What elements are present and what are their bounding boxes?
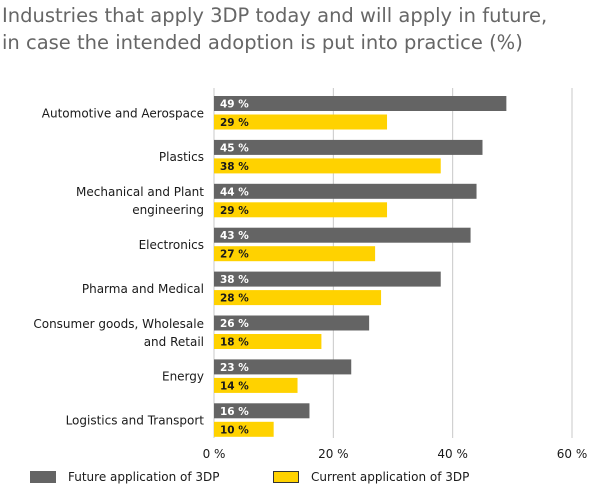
category-label-0: Automotive and Aerospace <box>42 106 204 120</box>
bar-current-2 <box>214 202 388 218</box>
x-tick-label-60: 60 % <box>557 447 588 461</box>
bar-current-6 <box>214 377 298 393</box>
bar-future-1 <box>214 139 483 155</box>
data-label-future-6: 23 % <box>220 362 249 374</box>
data-label-future-0: 49 % <box>220 99 249 111</box>
data-label-current-6: 14 % <box>220 380 249 392</box>
legend-item-current: Current application of 3DP <box>273 470 469 484</box>
category-label-7: Logistics and Transport <box>66 414 205 428</box>
data-label-current-3: 27 % <box>220 249 249 261</box>
data-label-current-5: 18 % <box>220 337 249 349</box>
data-label-future-2: 44 % <box>220 186 249 198</box>
bar-current-4 <box>214 290 382 306</box>
category-label-1: Plastics <box>159 150 204 164</box>
data-label-current-1: 38 % <box>220 161 249 173</box>
bar-future-0 <box>214 96 507 111</box>
data-label-future-4: 38 % <box>220 274 249 286</box>
bar-chart: 49 % 29 % Automotive and Aerospace 45 % 38 %… <box>33 88 588 461</box>
x-tick-label-0: 0 % <box>203 447 226 461</box>
bar-current-7 <box>214 421 274 437</box>
category-label-3: Electronics <box>139 238 204 252</box>
legend-swatch-current <box>273 471 299 483</box>
chart-title: Industries that apply 3DP today and will… <box>2 2 598 56</box>
data-label-current-7: 10 % <box>220 424 249 436</box>
category-label-2-line-1: engineering <box>132 203 204 217</box>
data-label-future-3: 43 % <box>220 230 249 242</box>
bar-future-5 <box>214 315 370 331</box>
bar-current-5 <box>214 334 322 349</box>
category-label-5-line-1: and Retail <box>144 335 204 349</box>
category-label-6: Energy <box>162 370 204 384</box>
bar-future-4 <box>214 271 441 287</box>
bar-future-6 <box>214 359 352 375</box>
x-tick-label-40: 40 % <box>437 447 468 461</box>
legend-item-future: Future application of 3DP <box>30 470 220 484</box>
chart-legend: Future application of 3DP Current applic… <box>0 470 600 492</box>
category-label-5-line-0: Consumer goods, Wholesale <box>33 317 204 331</box>
bar-future-2 <box>214 183 477 199</box>
bar-future-7 <box>214 403 310 419</box>
bar-current-3 <box>214 246 376 262</box>
category-label-2-line-0: Mechanical and Plant <box>76 185 204 199</box>
data-label-future-7: 16 % <box>220 406 249 418</box>
data-label-current-4: 28 % <box>220 293 249 305</box>
bar-future-3 <box>214 227 471 243</box>
chart-title-line-1: Industries that apply 3DP today and will… <box>2 4 548 27</box>
legend-label-current: Current application of 3DP <box>311 470 470 484</box>
legend-swatch-future <box>30 471 56 483</box>
chart-title-line-2: in case the intended adoption is put int… <box>2 31 523 54</box>
x-tick-label-20: 20 % <box>318 447 349 461</box>
data-label-future-1: 45 % <box>220 142 249 154</box>
legend-label-future: Future application of 3DP <box>68 470 220 484</box>
data-label-current-2: 29 % <box>220 205 249 217</box>
data-label-current-0: 29 % <box>220 117 249 129</box>
category-label-4: Pharma and Medical <box>82 282 204 296</box>
bar-current-1 <box>214 158 441 174</box>
bar-current-0 <box>214 114 388 130</box>
data-label-future-5: 26 % <box>220 318 249 330</box>
